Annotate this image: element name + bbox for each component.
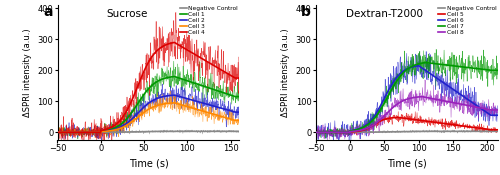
X-axis label: Time (s): Time (s) <box>386 159 426 169</box>
Y-axis label: ΔSPRI intensity (a.u.): ΔSPRI intensity (a.u.) <box>23 28 32 117</box>
Y-axis label: ΔSPRI intensity (a.u.): ΔSPRI intensity (a.u.) <box>281 28 290 117</box>
Legend: Negative Control, Cell 1, Cell 2, Cell 3, Cell 4: Negative Control, Cell 1, Cell 2, Cell 3… <box>180 6 238 35</box>
X-axis label: Time (s): Time (s) <box>128 159 168 169</box>
Text: Sucrose: Sucrose <box>106 9 148 19</box>
Legend: Negative Control, Cell 5, Cell 6, Cell 7, Cell 8: Negative Control, Cell 5, Cell 6, Cell 7… <box>438 6 496 35</box>
Text: b: b <box>301 5 311 19</box>
Text: a: a <box>43 5 52 19</box>
Text: Dextran-T2000: Dextran-T2000 <box>346 9 424 19</box>
